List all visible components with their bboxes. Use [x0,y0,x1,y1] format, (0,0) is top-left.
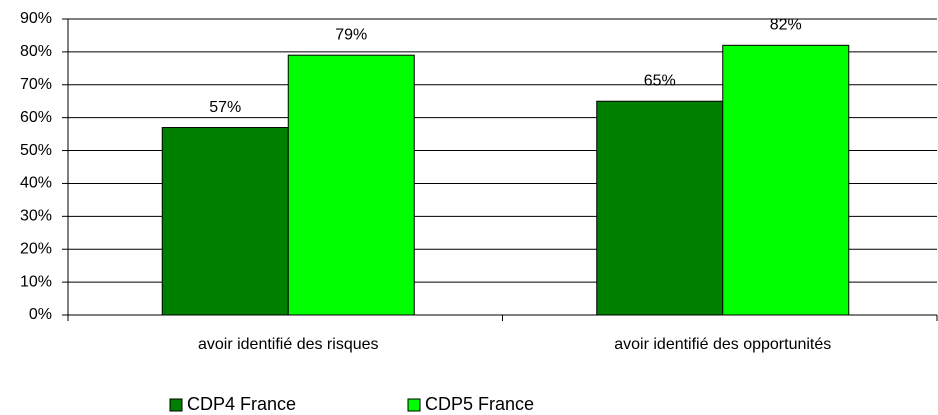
y-tick-label: 10% [20,273,52,290]
value-label: 79% [335,26,367,43]
legend-swatch [169,398,183,412]
y-tick-label: 90% [20,10,52,27]
value-label: 57% [209,99,241,116]
bar [722,44,850,316]
value-label: 82% [770,17,802,34]
bar [161,127,289,316]
value-label: 65% [644,72,676,89]
legend-label: CDP4 France [187,394,296,414]
y-tick-label: 0% [29,306,52,323]
bar [596,100,724,316]
legend-label: CDP5 France [425,394,534,414]
bar [287,54,415,316]
y-tick-label: 20% [20,240,52,257]
y-tick-label: 50% [20,142,52,159]
y-tick-label: 60% [20,109,52,126]
x-tick-label: avoir identifié des opportunités [614,336,831,353]
y-tick-label: 80% [20,43,52,60]
y-tick-label: 30% [20,208,52,225]
x-tick-label: avoir identifié des risques [198,336,379,353]
legend-swatch [407,398,421,412]
y-tick-label: 70% [20,76,52,93]
y-tick-label: 40% [20,175,52,192]
